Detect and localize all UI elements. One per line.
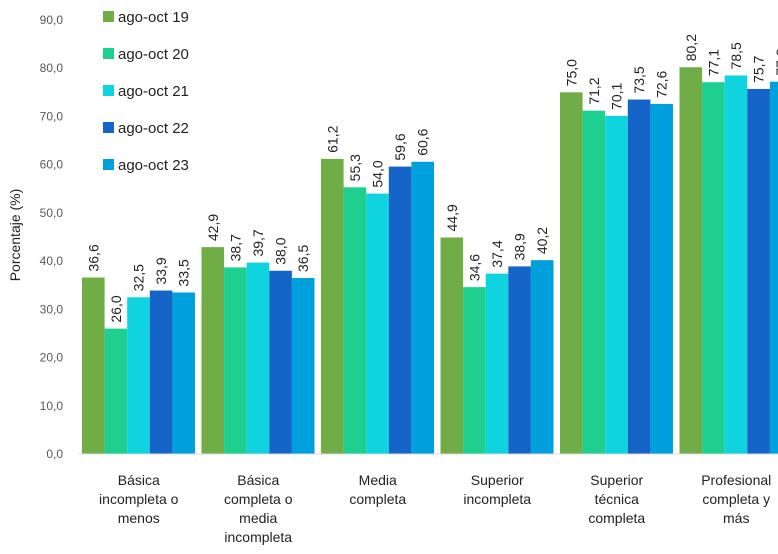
- y-axis-ticks: 0,0 10,0 20,0 30,0 40,0 50,0 60,0 70,0 80,0 90,0: [40, 13, 64, 461]
- bar: [104, 328, 128, 454]
- bar: [172, 292, 195, 454]
- bar-value-label: 55,3: [347, 154, 363, 181]
- bar: [485, 273, 509, 454]
- bar: [388, 166, 412, 454]
- bar-value-label: 39,7: [250, 229, 266, 256]
- legend-label: ago-oct 21: [118, 83, 189, 100]
- bar-value-label: 59,6: [392, 133, 408, 160]
- bar-value-label: 38,7: [227, 234, 243, 261]
- bar: [463, 287, 486, 454]
- bar: [149, 290, 173, 454]
- bar: [366, 193, 389, 454]
- bar-value-label: 26,0: [108, 295, 124, 322]
- bar: [440, 237, 464, 454]
- bar: [679, 67, 703, 454]
- bar: [582, 110, 606, 454]
- bar-value-label: 75,0: [563, 59, 579, 86]
- bar: [724, 75, 748, 454]
- bar: [291, 277, 315, 454]
- bar-value-label: 71,2: [586, 77, 602, 104]
- bar-value-label: 72,6: [654, 70, 670, 97]
- y-tick-label: 40,0: [40, 254, 64, 268]
- bars: [82, 67, 778, 455]
- bar-value-label: 78,5: [728, 42, 744, 69]
- bar: [747, 88, 770, 455]
- bar: [605, 115, 628, 454]
- legend-swatch: [103, 85, 114, 96]
- legend-label: ago-oct 19: [118, 9, 189, 26]
- bar: [769, 81, 778, 455]
- bar-value-label: 80,2: [683, 34, 699, 61]
- bar-value-label: 61,2: [324, 125, 340, 152]
- bar: [411, 161, 434, 455]
- y-tick-label: 0,0: [46, 447, 63, 461]
- bar-value-label: 33,5: [176, 259, 192, 286]
- bar-value-label: 44,9: [444, 204, 460, 231]
- legend-swatch: [103, 159, 114, 170]
- y-tick-label: 50,0: [40, 206, 64, 220]
- legend-label: ago-oct 20: [118, 46, 189, 63]
- y-tick-label: 90,0: [40, 13, 64, 27]
- data-labels: 36,6 26,0 32,5 33,9 33,5 42,9 38,7 39,7 38,0 36,5…: [85, 34, 778, 323]
- category-label: Media completa: [349, 472, 406, 507]
- y-tick-label: 80,0: [40, 61, 64, 75]
- bar-value-label: 70,1: [609, 83, 625, 110]
- legend-swatch: [103, 122, 114, 133]
- bar-value-label: 34,6: [466, 254, 482, 281]
- bar: [530, 260, 554, 454]
- bar-value-label: 77,2: [773, 48, 778, 75]
- bar-value-label: 36,5: [295, 245, 311, 272]
- y-tick-label: 30,0: [40, 302, 64, 316]
- bar: [201, 247, 225, 454]
- y-tick-label: 70,0: [40, 109, 64, 123]
- bar: [508, 266, 531, 454]
- category-label: Superior técnica completa: [588, 472, 645, 526]
- y-tick-label: 20,0: [40, 351, 64, 365]
- category-label: Básica completa o media incompleta: [224, 472, 293, 545]
- bar: [560, 92, 583, 454]
- bar-value-label: 38,9: [512, 233, 528, 260]
- legend-swatch: [103, 11, 114, 22]
- bar-value-label: 54,0: [370, 160, 386, 187]
- bar: [627, 99, 651, 455]
- bar-value-label: 60,6: [415, 128, 431, 155]
- bar: [246, 262, 270, 454]
- bar-value-label: 32,5: [131, 264, 147, 291]
- bar-value-label: 73,5: [631, 66, 647, 93]
- y-tick-label: 10,0: [40, 399, 64, 413]
- bar-value-label: 75,7: [751, 55, 767, 82]
- legend-label: ago-oct 23: [118, 157, 189, 174]
- legend-label: ago-oct 22: [118, 120, 189, 137]
- category-label: Básica incompleta o menos: [99, 472, 179, 526]
- bar: [224, 267, 247, 454]
- bar: [82, 277, 105, 454]
- bar: [343, 187, 367, 454]
- bar: [650, 103, 673, 454]
- bar-value-label: 33,9: [153, 257, 169, 284]
- bar: [321, 158, 344, 454]
- bar-value-label: 38,0: [273, 237, 289, 264]
- category-label: Superior incompleta: [463, 472, 531, 507]
- legend: ago-oct 19 ago-oct 20 ago-oct 21 ago-oct 22…: [103, 9, 189, 174]
- bar: [127, 297, 150, 454]
- bar-value-label: 36,6: [85, 244, 101, 271]
- y-tick-label: 60,0: [40, 158, 64, 172]
- bar: [702, 82, 725, 454]
- bar: [269, 270, 292, 454]
- bar-value-label: 77,1: [705, 49, 721, 76]
- bar-value-label: 40,2: [534, 227, 550, 254]
- y-axis-title: Porcentaje (%): [7, 189, 23, 282]
- legend-swatch: [103, 48, 114, 59]
- bar-value-label: 42,9: [205, 214, 221, 241]
- bar-value-label: 37,4: [489, 240, 505, 267]
- category-label: Profesional completa y más: [701, 472, 771, 526]
